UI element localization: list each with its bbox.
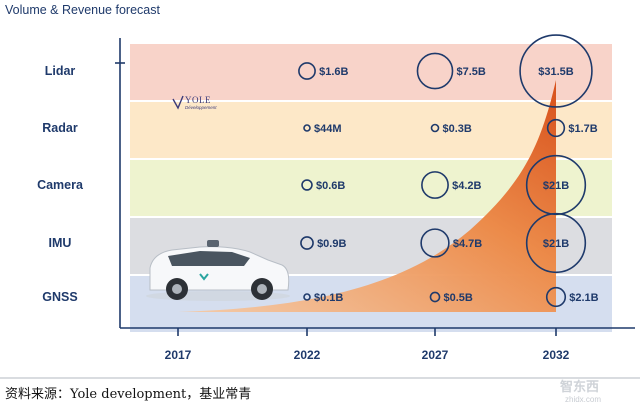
bubble-label-gnss-2032: $2.1B [569, 292, 598, 304]
bubble-imu-2032 [525, 212, 587, 274]
car-roof-sensor [207, 240, 219, 247]
row-label-camera: Camera [37, 178, 84, 192]
bubble-radar-2027 [430, 123, 440, 133]
bubble-label-camera-2027: $4.2B [452, 180, 481, 192]
row-labels: Lidar Radar Camera IMU GNSS [37, 64, 84, 304]
bubble-label-imu-2032: $21B [543, 238, 569, 250]
bubble-label-radar-2022: $44M [314, 123, 342, 135]
x-tick-label-2022: 2022 [294, 348, 321, 362]
bubble-lidar-2022 [298, 62, 316, 80]
bubble-gnss-2022 [303, 293, 311, 301]
chart-title: Volume & Revenue forecast [5, 3, 160, 17]
bubble-label-camera-2032: $21B [543, 180, 569, 192]
row-label-imu: IMU [49, 236, 72, 250]
bubble-lidar-2032 [519, 34, 593, 108]
watermark-url: zhidx.com [565, 395, 601, 404]
bubble-radar-2022 [303, 124, 311, 132]
yole-logo-tagline: Développement [185, 105, 217, 110]
bubble-radar-2032 [546, 118, 566, 138]
bubble-lidar-2027 [416, 52, 454, 90]
bubble-label-lidar-2027: $7.5B [457, 66, 486, 78]
bubbles: $1.6B $7.5B $31.5B $44M $0.3B $1.7B $0.6B $4.2B… [298, 34, 599, 308]
x-tick-label-2017: 2017 [165, 348, 192, 362]
row-label-lidar: Lidar [45, 64, 76, 78]
bubble-label-imu-2022: $0.9B [317, 238, 346, 250]
bubble-gnss-2032 [545, 286, 567, 308]
band-radar [130, 102, 612, 158]
yole-logo: YOLE Développement [172, 95, 217, 110]
row-label-radar: Radar [42, 121, 78, 135]
x-tick-label-2027: 2027 [422, 348, 449, 362]
bubble-imu-2022 [300, 236, 314, 250]
source-note: 资料来源：Yole development，基业常青 [5, 387, 251, 402]
bubble-label-gnss-2027: $0.5B [444, 292, 473, 304]
growth-area [178, 80, 556, 312]
car-illustration [146, 240, 290, 301]
bubble-gnss-2027 [429, 291, 441, 303]
bubble-camera-2022 [301, 179, 313, 191]
bubble-imu-2027 [420, 228, 450, 258]
band-lidar [130, 44, 612, 100]
bubble-label-radar-2027: $0.3B [443, 123, 472, 135]
bubble-label-lidar-2022: $1.6B [319, 66, 348, 78]
bubble-label-imu-2027: $4.7B [453, 238, 482, 250]
yole-logo-mark [172, 95, 184, 110]
bubble-label-gnss-2022: $0.1B [314, 292, 343, 304]
bubble-label-radar-2032: $1.7B [568, 123, 597, 135]
x-ticks: 2017 2022 2027 2032 [165, 328, 570, 362]
x-tick-label-2032: 2032 [543, 348, 570, 362]
bubble-label-camera-2022: $0.6B [316, 180, 345, 192]
yole-logo-text: YOLE [185, 95, 211, 105]
bubble-label-lidar-2032: $31.5B [538, 66, 574, 78]
watermark-text: 智东西 [560, 379, 599, 394]
row-label-gnss: GNSS [42, 290, 77, 304]
bubble-camera-2027 [421, 171, 449, 199]
